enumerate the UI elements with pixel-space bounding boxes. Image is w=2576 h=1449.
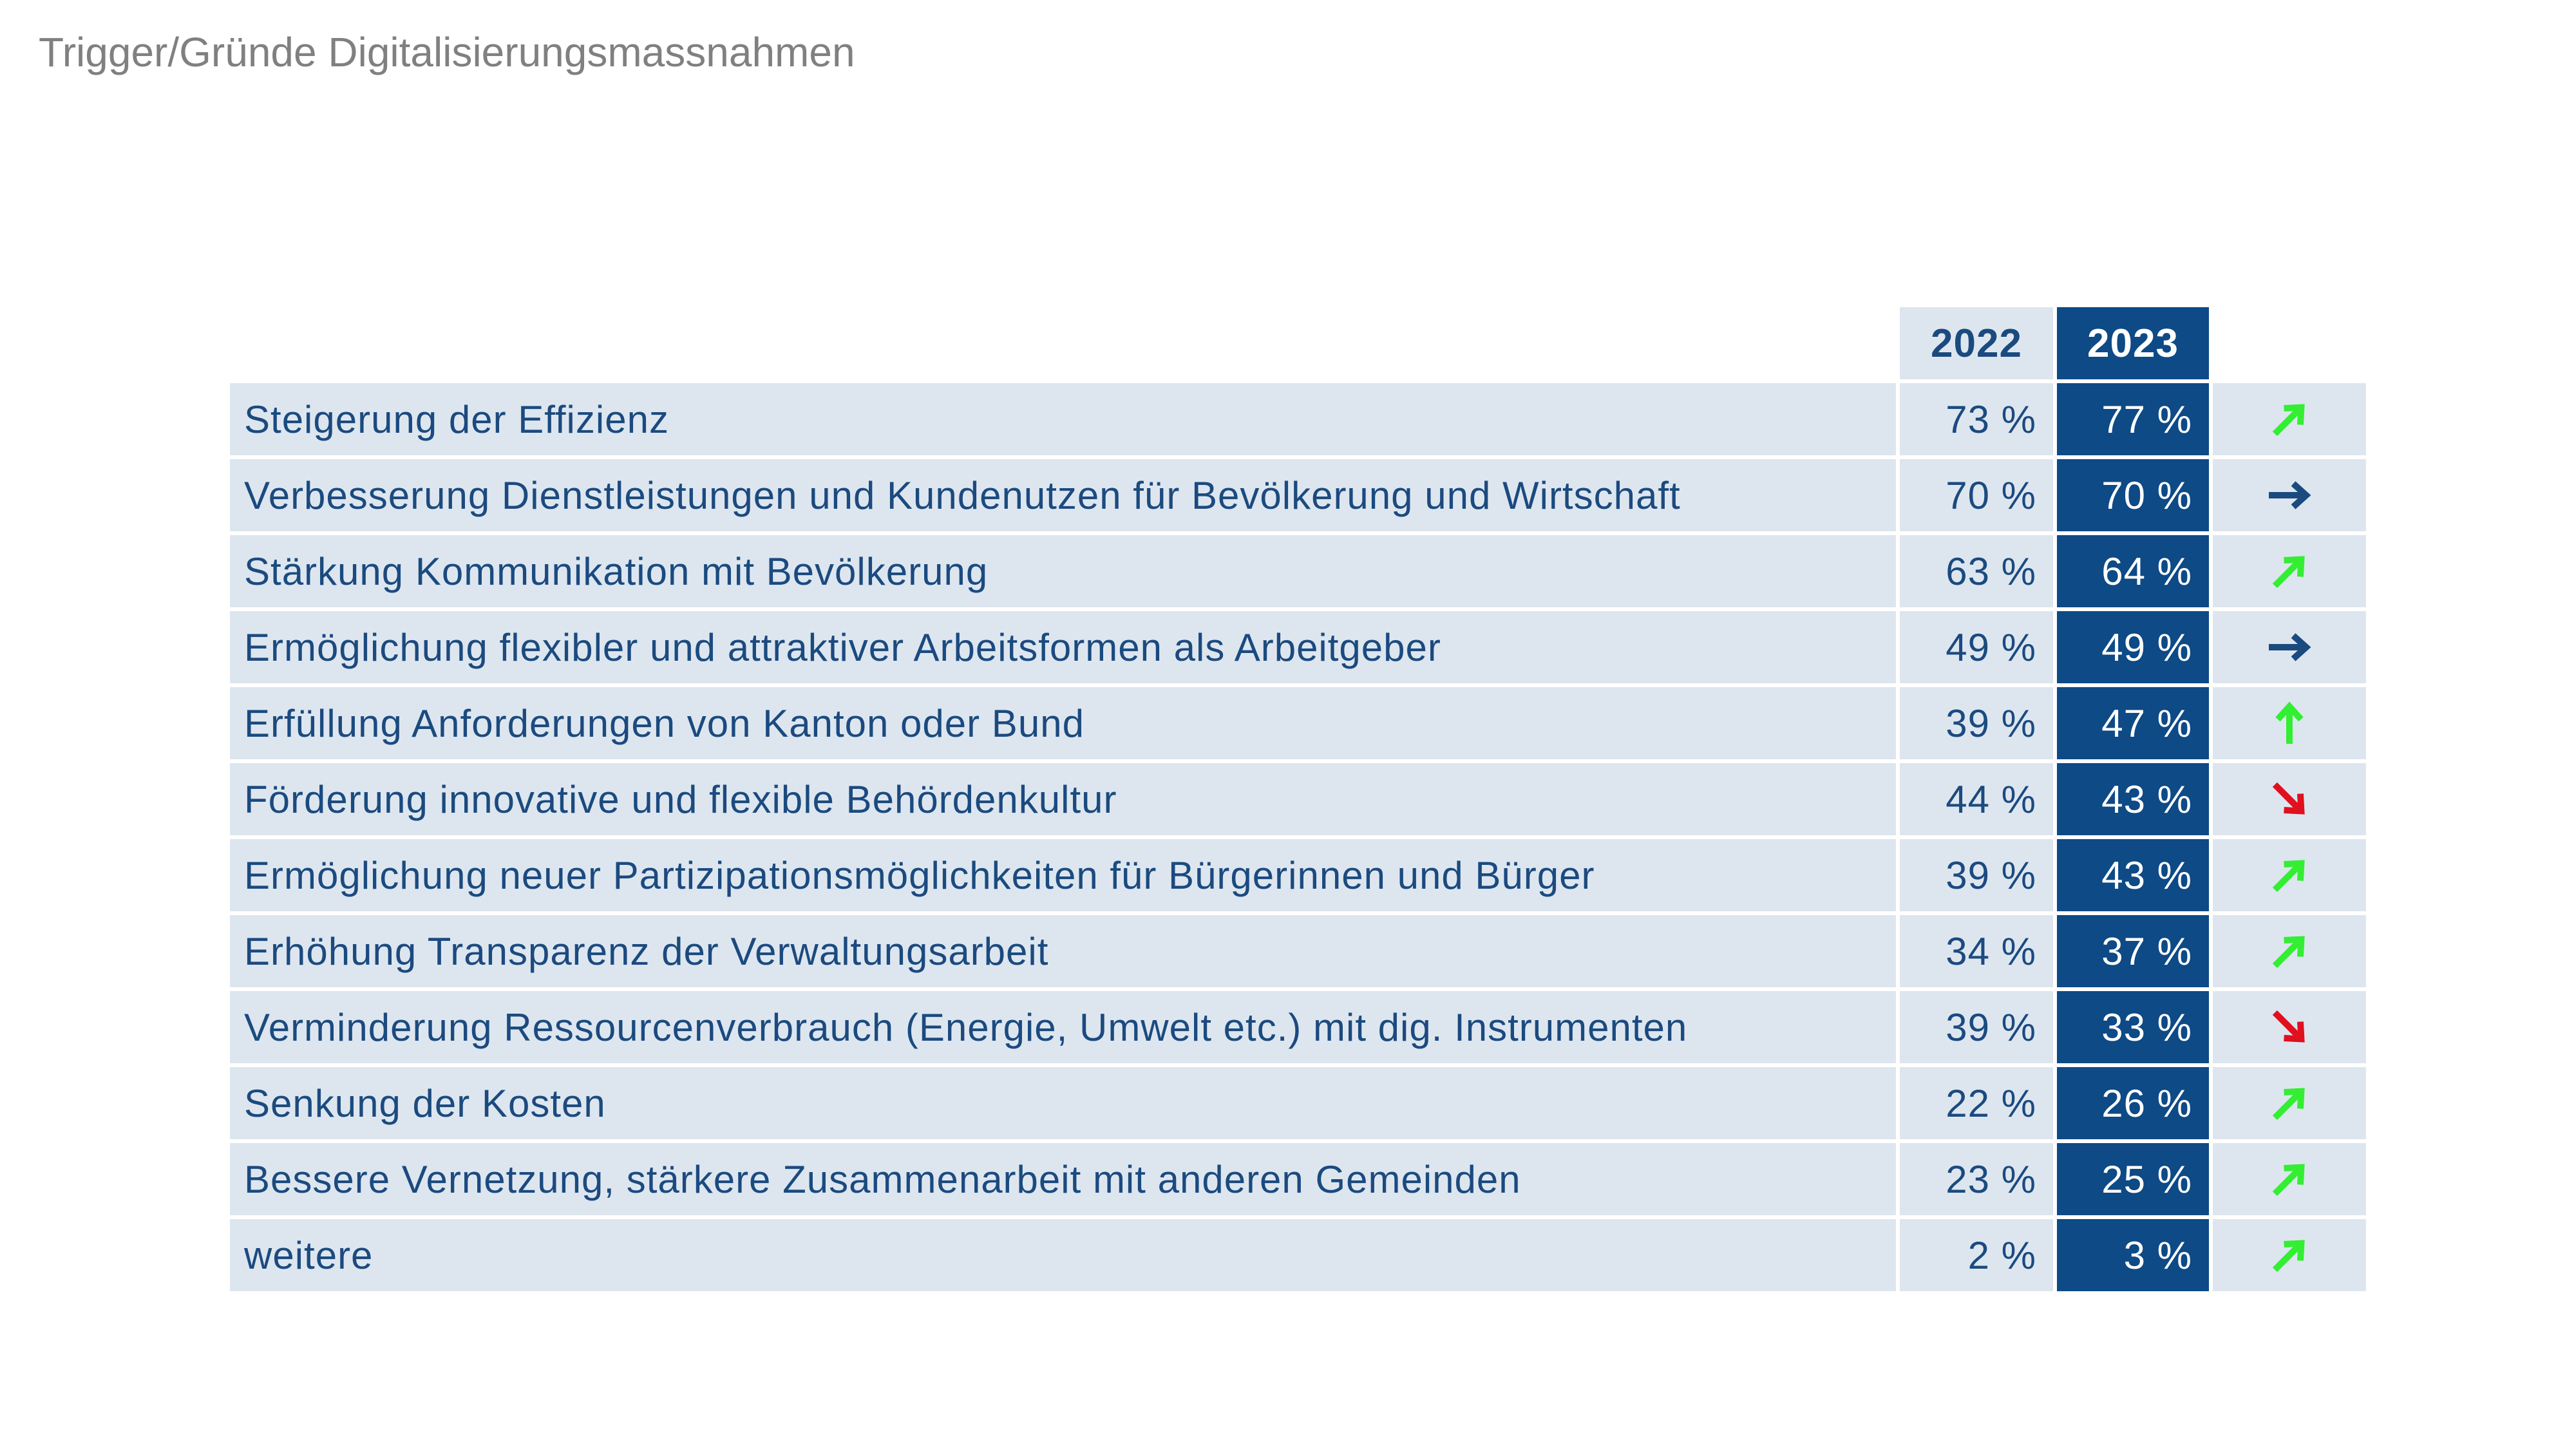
value-cell: 23 % [1898,1141,2055,1217]
value-cell: 49 % [2055,609,2211,685]
table-row: Stärkung Kommunikation mit Bevölkerung 63… [228,533,2368,609]
trend-cell [2211,1065,2368,1141]
trend-arrow [2272,782,2305,815]
trend-cell [2211,533,2368,609]
table-row: Bessere Vernetzung, stärkere Zusammenarb… [228,1141,2368,1217]
row-label: Erfüllung Anforderungen von Kanton oder … [228,685,1898,761]
value-cell: 49 % [1898,609,2055,685]
value-cell: 77 % [2055,381,2211,457]
table-row: Senkung der Kosten 22 % 26 % [228,1065,2368,1141]
trend-arrow [2272,860,2305,893]
value-cell: 70 % [1898,457,2055,533]
header-cell: 2023 [2055,305,2211,381]
trend-arrow [2272,1010,2305,1043]
value-cell: 22 % [1898,1065,2055,1141]
row-label: Ermöglichung neuer Partizipationsmöglich… [228,837,1898,913]
table-row: Verbesserung Dienstleistungen und Kunden… [228,457,2368,533]
trend-table: 2022 2023 Steigerung der Effizienz 73 % 77… [228,305,2368,1293]
value-cell: 3 % [2055,1217,2211,1293]
value-cell: 44 % [1898,761,2055,837]
row-label: Erhöhung Transparenz der Verwaltungsarbe… [228,913,1898,989]
page-title: Trigger/Gründe Digitalisierungsmassnahme… [39,29,855,75]
trend-cell [2211,989,2368,1065]
value-cell: 73 % [1898,381,2055,457]
trend-arrow [2269,633,2311,661]
row-label: Bessere Vernetzung, stärkere Zusammenarb… [228,1141,1898,1217]
row-label: weitere [228,1217,1898,1293]
trend-arrow [2272,936,2305,969]
trend-cell [2211,685,2368,761]
table-row: Ermöglichung neuer Partizipationsmöglich… [228,837,2368,913]
value-cell: 63 % [1898,533,2055,609]
empty-cell [2211,305,2368,381]
trend-cell [2211,1217,2368,1293]
header-cell: 2022 [1898,305,2055,381]
trend-cell [2211,837,2368,913]
table-row: weitere 2 % 3 % [228,1217,2368,1293]
trend-arrow [2275,701,2304,744]
table-row: Förderung innovative und flexible Behörd… [228,761,2368,837]
trend-arrow [2272,1164,2305,1197]
value-cell: 33 % [2055,989,2211,1065]
header-row: 2022 2023 [228,305,2368,381]
row-label: Senkung der Kosten [228,1065,1898,1141]
value-cell: 47 % [2055,685,2211,761]
trend-arrow [2269,481,2311,509]
row-label: Stärkung Kommunikation mit Bevölkerung [228,533,1898,609]
trend-cell [2211,913,2368,989]
table-body: 2022 2023 Steigerung der Effizienz 73 % 77… [228,305,2368,1293]
trend-arrow [2272,1088,2305,1121]
trend-cell [2211,761,2368,837]
value-cell: 39 % [1898,989,2055,1065]
table-row: Ermöglichung flexibler und attraktiver A… [228,609,2368,685]
value-cell: 43 % [2055,837,2211,913]
value-cell: 43 % [2055,761,2211,837]
row-label: Ermöglichung flexibler und attraktiver A… [228,609,1898,685]
table-row: Steigerung der Effizienz 73 % 77 % [228,381,2368,457]
value-cell: 37 % [2055,913,2211,989]
table-row: Erfüllung Anforderungen von Kanton oder … [228,685,2368,761]
row-label: Verbesserung Dienstleistungen und Kunden… [228,457,1898,533]
value-cell: 34 % [1898,913,2055,989]
trend-cell [2211,381,2368,457]
value-cell: 25 % [2055,1141,2211,1217]
value-cell: 26 % [2055,1065,2211,1141]
table-row: Verminderung Ressourcenverbrauch (Energi… [228,989,2368,1065]
value-cell: 2 % [1898,1217,2055,1293]
trend-arrow [2272,1240,2305,1273]
value-cell: 70 % [2055,457,2211,533]
table-row: Erhöhung Transparenz der Verwaltungsarbe… [228,913,2368,989]
value-cell: 39 % [1898,685,2055,761]
row-label: Steigerung der Effizienz [228,381,1898,457]
trend-cell [2211,1141,2368,1217]
row-label: Förderung innovative und flexible Behörd… [228,761,1898,837]
empty-cell [228,305,1898,381]
trend-arrow [2272,556,2305,589]
trend-cell [2211,609,2368,685]
row-label: Verminderung Ressourcenverbrauch (Energi… [228,989,1898,1065]
value-cell: 39 % [1898,837,2055,913]
trend-cell [2211,457,2368,533]
trend-arrow [2272,404,2305,437]
value-cell: 64 % [2055,533,2211,609]
